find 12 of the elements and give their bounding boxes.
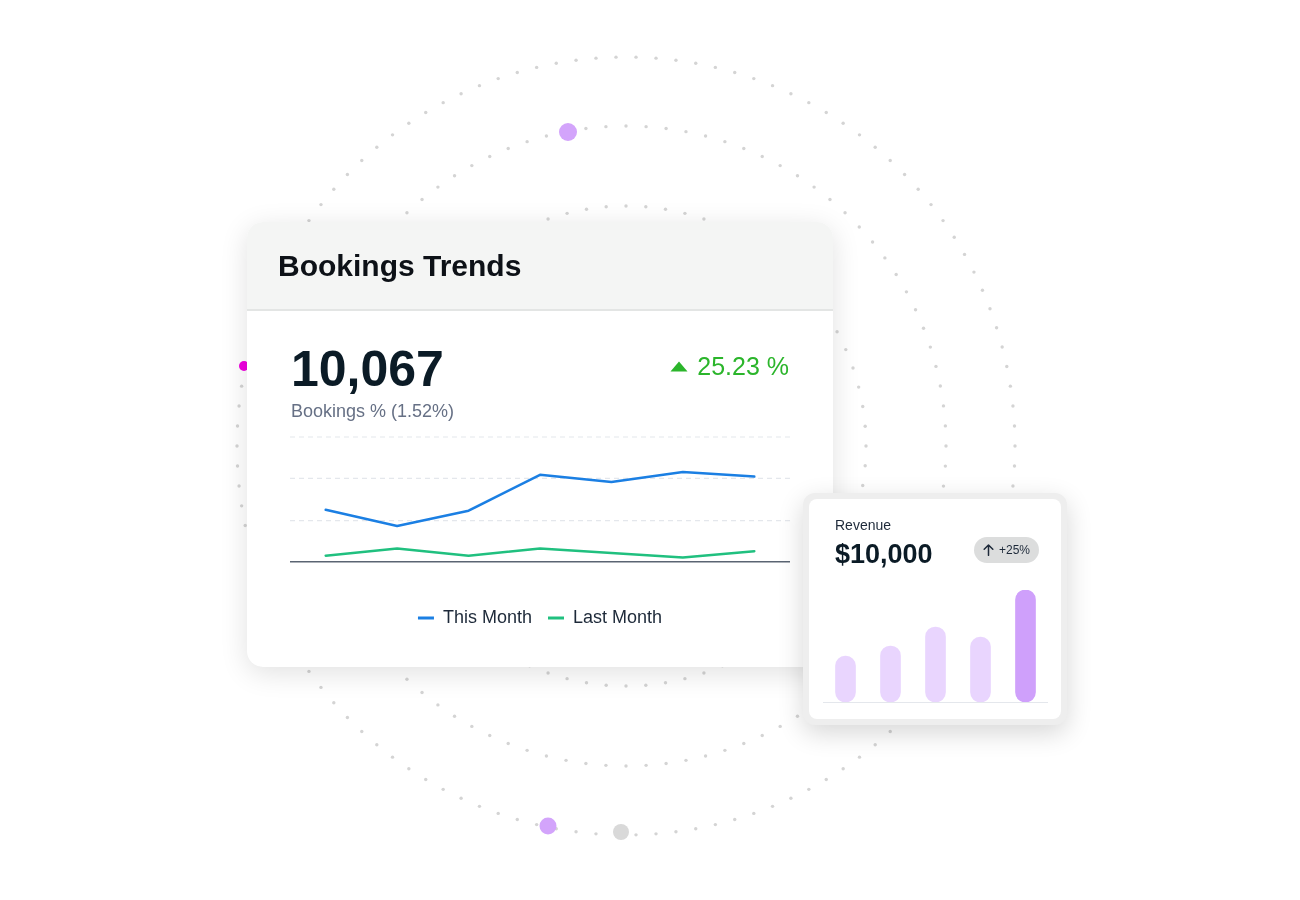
bar (970, 636, 991, 702)
chart-title: Bookings Trends (278, 248, 522, 282)
chart-subtitle: 10,067 (291, 341, 444, 397)
legend-label: This Month (442, 606, 532, 627)
legend-label: Last Month (572, 606, 663, 627)
bar (925, 626, 946, 702)
text: Bookings % (1.52%) (291, 401, 455, 421)
chart-subtitle: $10,000 (835, 539, 933, 569)
bar (1015, 590, 1036, 702)
text: 25.23 % (697, 352, 789, 380)
chart-title: Revenue (835, 517, 892, 533)
text: +25% (999, 543, 1031, 557)
